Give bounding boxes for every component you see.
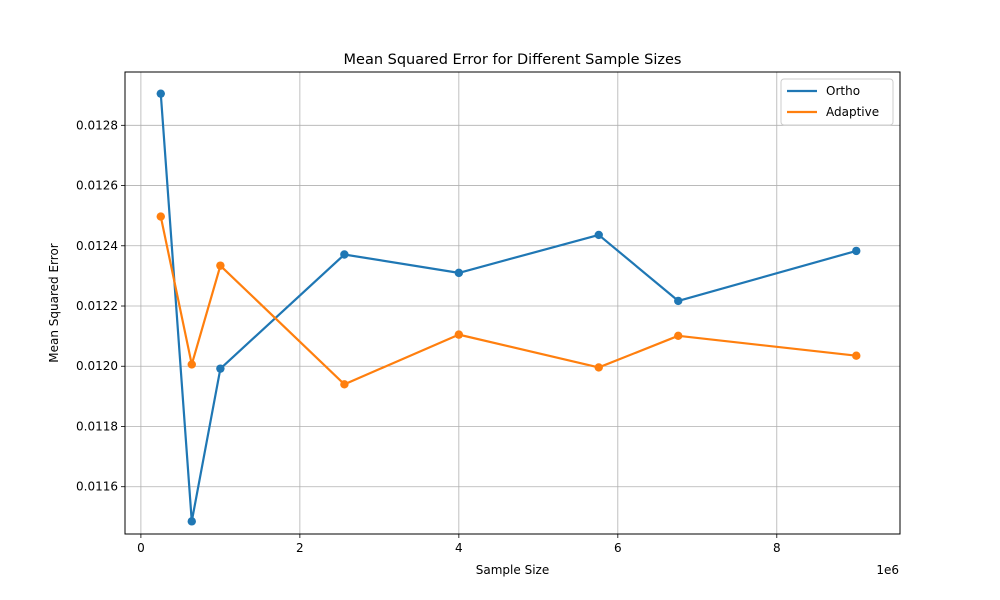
- y-tick-label: 0.0126: [76, 179, 118, 193]
- data-point-ortho: [187, 517, 196, 526]
- x-tick-label: 6: [614, 541, 622, 555]
- x-tick-label: 4: [455, 541, 463, 555]
- series-line-ortho: [159, 93, 857, 523]
- data-point-ortho: [594, 230, 603, 240]
- y-tick-label: 0.0122: [76, 299, 118, 313]
- y-tick-label: 0.0120: [76, 359, 118, 373]
- data-point-ortho: [340, 250, 349, 259]
- data-point-adaptive: [674, 331, 683, 341]
- data-point-ortho: [454, 268, 464, 278]
- legend-adaptive-label: Adaptive: [826, 105, 879, 119]
- y-tick-label: 0.0118: [76, 419, 118, 433]
- series-area: [156, 89, 861, 526]
- legend: Ortho Adaptive: [780, 78, 894, 126]
- chart-title: Mean Squared Error for Different Sample …: [344, 52, 682, 68]
- data-point-adaptive: [216, 261, 225, 270]
- legend-ortho-label: Ortho: [826, 84, 860, 98]
- y-tick-label: 0.0128: [76, 118, 118, 132]
- data-point-adaptive: [852, 351, 861, 360]
- x-axis-offset-label: 1e6: [876, 563, 899, 577]
- data-point-ortho: [674, 296, 683, 306]
- data-point-adaptive: [187, 360, 196, 369]
- data-point-ortho: [216, 364, 225, 373]
- data-point-adaptive: [594, 363, 603, 372]
- axis-ticks: 0 2 4 6 8 0.0116 0.0118 0.0120 0.0122 0.0124 0.012…: [76, 118, 781, 555]
- data-point-ortho: [852, 246, 861, 256]
- x-tick-label: 0: [137, 541, 145, 555]
- data-point-ortho: [156, 89, 165, 98]
- x-tick-label: 2: [296, 541, 304, 555]
- plot-frame: [124, 71, 901, 535]
- grid: [125, 72, 900, 534]
- y-tick-label: 0.0116: [76, 480, 118, 494]
- data-point-adaptive: [454, 330, 464, 339]
- x-axis-label: Sample Size: [476, 563, 549, 577]
- y-axis-label: Mean Squared Error: [47, 243, 61, 363]
- data-point-adaptive: [340, 380, 349, 389]
- series-line-adaptive: [159, 216, 857, 386]
- data-point-adaptive: [156, 212, 165, 221]
- x-tick-label: 8: [773, 541, 781, 555]
- y-tick-label: 0.0124: [76, 239, 118, 253]
